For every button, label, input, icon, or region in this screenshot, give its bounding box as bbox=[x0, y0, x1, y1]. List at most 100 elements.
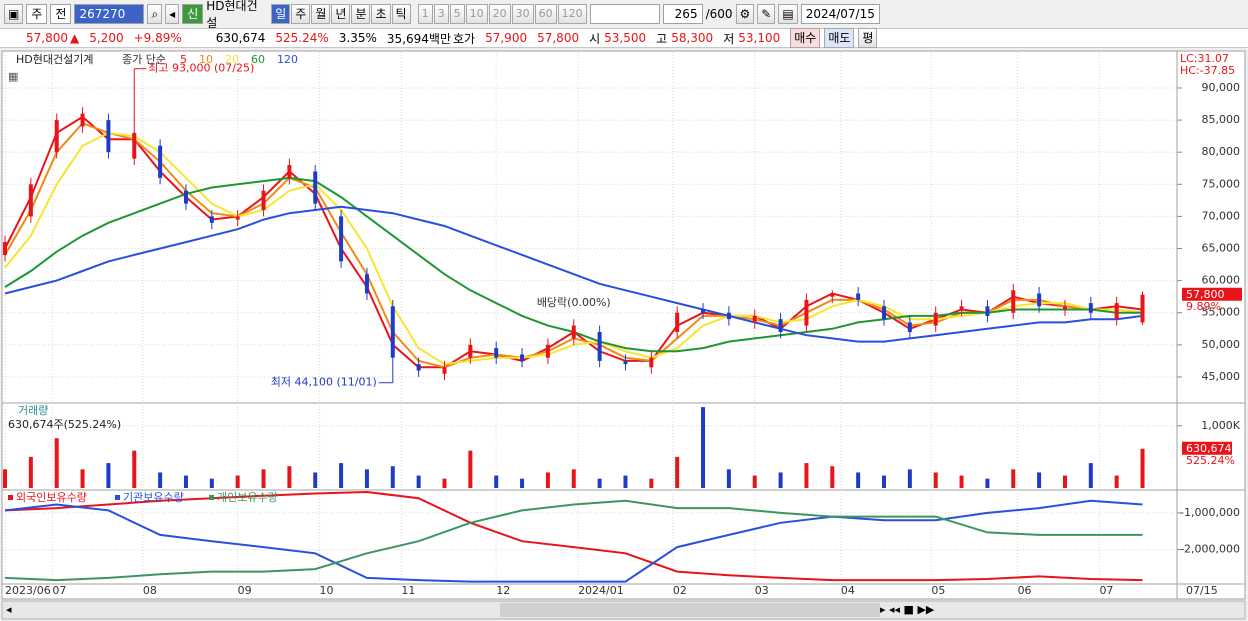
series-line bbox=[4, 499, 1143, 583]
candle-body bbox=[726, 312, 731, 320]
interval-button[interactable]: 120 bbox=[557, 4, 587, 24]
candle-body bbox=[1037, 293, 1042, 307]
interval-button[interactable]: 1 bbox=[417, 4, 433, 24]
legend-entry: 60 bbox=[251, 53, 265, 66]
y-tick-label: 1,000K bbox=[1201, 419, 1240, 432]
price: 57,800 bbox=[26, 31, 68, 45]
y-tick-label: 50,000 bbox=[1202, 338, 1241, 351]
volume-bar bbox=[959, 475, 964, 488]
candle-body bbox=[364, 274, 369, 294]
legend-entry: 외국인보유수량 bbox=[16, 491, 87, 504]
bid: 57,800 bbox=[537, 31, 580, 45]
change-rate: +9.89% bbox=[133, 31, 182, 45]
volume-bar bbox=[882, 475, 886, 488]
interval-button[interactable]: 30 bbox=[511, 4, 534, 24]
candle-body bbox=[261, 190, 266, 210]
volume-bar bbox=[442, 478, 447, 488]
volume-bar bbox=[1062, 475, 1067, 488]
y-tick-label: 90,000 bbox=[1202, 81, 1241, 94]
menu-button[interactable]: ▣ bbox=[4, 4, 24, 24]
sell-button[interactable]: 매도 bbox=[824, 28, 855, 48]
volume-bar bbox=[907, 469, 912, 488]
period-button[interactable]: 일 bbox=[271, 4, 291, 24]
candle-body bbox=[985, 306, 990, 316]
x-tick-label: 10 bbox=[320, 584, 334, 597]
tool-button[interactable]: ⚙ bbox=[735, 4, 755, 24]
count-input[interactable]: 265 bbox=[662, 4, 703, 24]
last-change: 9.89% bbox=[1186, 300, 1221, 313]
panel-title: HD현대건설기계 bbox=[16, 53, 93, 66]
legend-entry: 10 bbox=[199, 53, 213, 66]
candle-body bbox=[183, 190, 188, 204]
save-button[interactable]: ▤ bbox=[778, 4, 798, 24]
period-button[interactable]: 년 bbox=[331, 4, 351, 24]
panel-title: 거래량 bbox=[18, 404, 48, 417]
candle-body bbox=[649, 357, 654, 368]
mode-select[interactable]: 전 bbox=[50, 4, 72, 24]
count-max: /600 bbox=[705, 7, 733, 21]
x-tick-label: 09 bbox=[238, 584, 252, 597]
period-button[interactable]: 분 bbox=[351, 4, 371, 24]
code-input[interactable]: 267270 bbox=[74, 4, 145, 24]
blank-select[interactable] bbox=[589, 4, 660, 24]
x-tick-label: 02 bbox=[673, 584, 687, 597]
last-price: 57,800 bbox=[1186, 288, 1225, 301]
period-button[interactable]: 초 bbox=[371, 4, 391, 24]
interval-button[interactable]: 20 bbox=[488, 4, 511, 24]
x-tick-label: 07 bbox=[1099, 584, 1113, 597]
tool-button[interactable]: ✎ bbox=[757, 4, 776, 24]
period-button[interactable]: 월 bbox=[311, 4, 331, 24]
sound-button[interactable]: ◂ bbox=[165, 4, 180, 24]
chart-tool: ▦ bbox=[8, 70, 18, 83]
series-line bbox=[4, 205, 1143, 343]
x-tick-label: 2024/01 bbox=[578, 584, 624, 597]
volume-bar bbox=[494, 475, 499, 488]
candle-body bbox=[804, 299, 809, 326]
y-tick-label: -2,000,000 bbox=[1180, 543, 1240, 556]
ask: 57,900 bbox=[485, 31, 528, 45]
scroll-left[interactable]: ◂ bbox=[6, 603, 12, 616]
interval-button[interactable]: 60 bbox=[534, 4, 557, 24]
interval-button[interactable]: 5 bbox=[449, 4, 465, 24]
eval-button[interactable]: 평 bbox=[858, 28, 878, 48]
volume-bar bbox=[28, 456, 33, 488]
candle-body bbox=[235, 216, 240, 220]
y-tick-label: 80,000 bbox=[1202, 145, 1241, 158]
volume-rate: 525.24% bbox=[275, 31, 329, 45]
legend-label: 종가 단순 bbox=[122, 53, 166, 66]
bid-label: 호가 bbox=[453, 31, 476, 46]
legend-marker bbox=[209, 495, 214, 500]
volume-bar bbox=[1011, 469, 1016, 488]
period-button[interactable]: 주 bbox=[291, 4, 311, 24]
y-tick-label: 60,000 bbox=[1202, 274, 1241, 287]
volume-bar bbox=[985, 478, 990, 488]
candle-body bbox=[882, 306, 886, 320]
x-tick-label: 03 bbox=[755, 584, 769, 597]
candle-body bbox=[675, 312, 680, 332]
x-tick-label: 07 bbox=[52, 584, 66, 597]
buy-button[interactable]: 매수 bbox=[790, 28, 821, 48]
y-tick-label: 75,000 bbox=[1202, 177, 1241, 190]
market-select[interactable]: 주 bbox=[26, 4, 48, 24]
candle-body bbox=[287, 165, 292, 178]
legend-entry: 20 bbox=[225, 53, 239, 66]
candle-body bbox=[597, 332, 602, 361]
scroll-controls[interactable]: ▸ ◂◂ ■ ▶▶ bbox=[880, 603, 935, 616]
search-button[interactable]: ⌕ bbox=[147, 4, 163, 24]
x-tick-label: 11 bbox=[401, 584, 415, 597]
interval-button[interactable]: 10 bbox=[465, 4, 488, 24]
volume-bar bbox=[261, 469, 266, 488]
scroll-thumb[interactable] bbox=[500, 603, 880, 617]
interval-button[interactable]: 3 bbox=[433, 4, 449, 24]
turnover: 3.35% bbox=[338, 31, 377, 45]
candle-body bbox=[80, 113, 85, 127]
volume-bar bbox=[364, 469, 369, 488]
date-input[interactable]: 2024/07/15 bbox=[800, 4, 880, 24]
y-tick-label: 70,000 bbox=[1202, 209, 1241, 222]
x-tick-label: 2023/06 bbox=[5, 584, 51, 597]
candle-body bbox=[390, 306, 395, 358]
period-button[interactable]: 틱 bbox=[391, 4, 411, 24]
